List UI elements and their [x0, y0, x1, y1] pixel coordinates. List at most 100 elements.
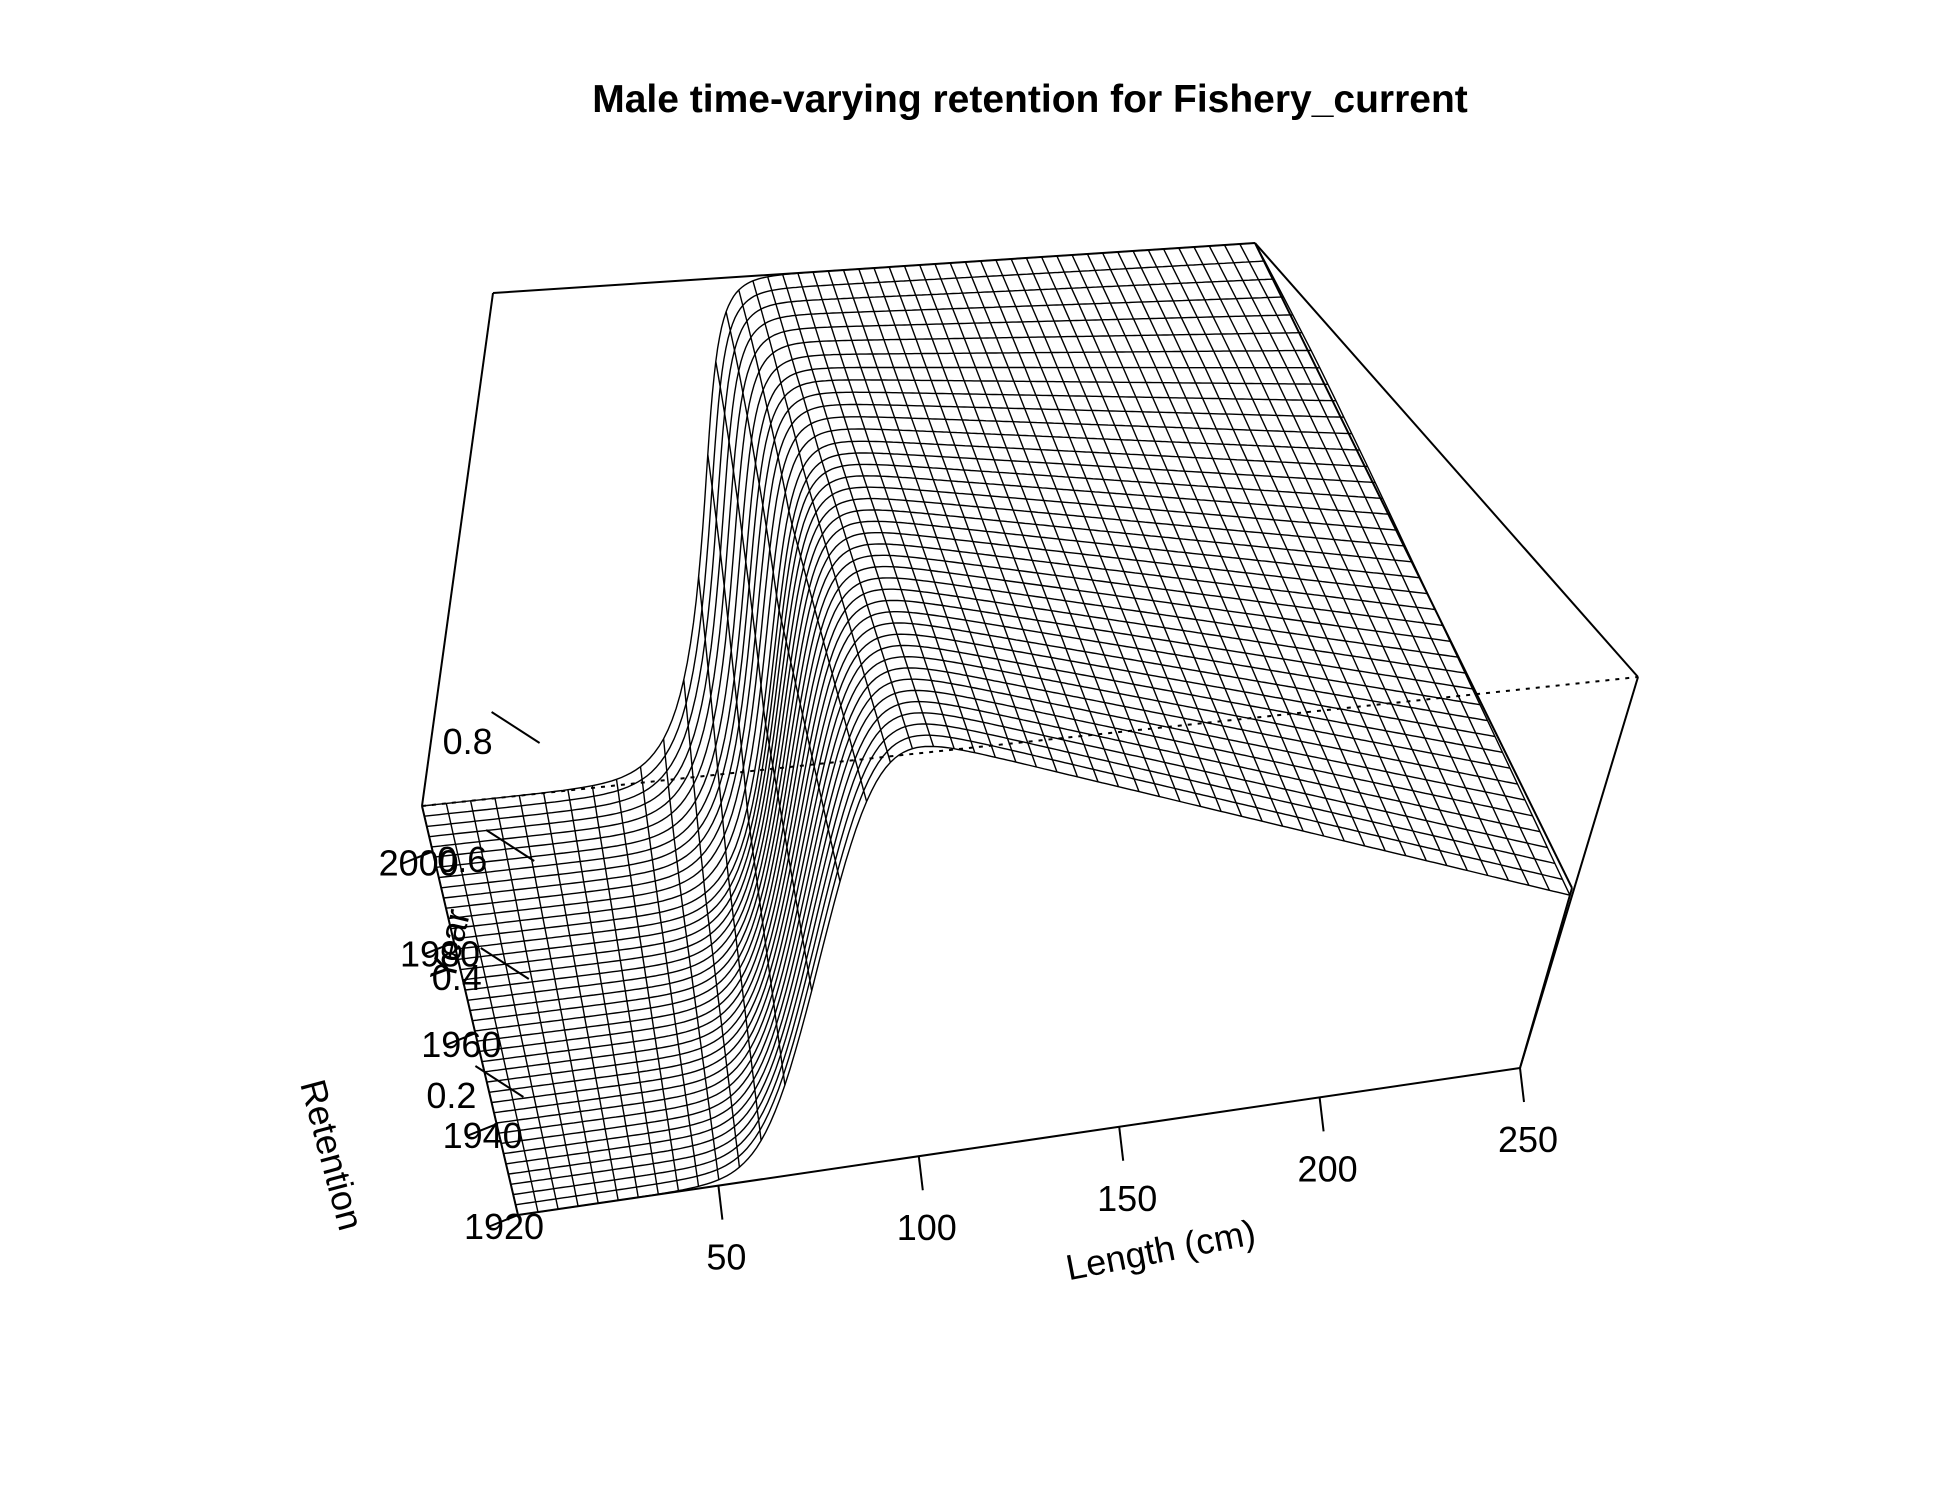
surface-length-line: [919, 264, 1120, 787]
box-edge: [421, 805, 519, 1216]
surface-length-line: [980, 260, 1202, 807]
surface-length-line: [1086, 253, 1345, 842]
y-tick: [444, 1032, 476, 1047]
surface-length-line: [1147, 249, 1427, 861]
surface-length-line: [995, 259, 1222, 812]
surface-length-line: [1010, 258, 1243, 817]
surface-length-line: [842, 269, 1017, 763]
surface-length-line: [1040, 256, 1284, 827]
box-edge: [1254, 242, 1639, 678]
surface-length-line: [1101, 252, 1366, 847]
surface-year-line: [479, 565, 1451, 1053]
surface-length-line: [1056, 255, 1304, 832]
x-tick: [1118, 1126, 1125, 1161]
y-tick-label: 2000: [379, 842, 459, 883]
surface-length-line: [518, 795, 599, 1204]
surface-length-line: [494, 798, 579, 1207]
box-edge: [517, 1067, 1521, 1216]
surface-length-line: [697, 576, 762, 1141]
surface-length-line: [1178, 247, 1468, 871]
surface-year-line: [465, 497, 1406, 991]
surface-mesh: [421, 242, 1571, 1216]
y-tick-label: 1960: [421, 1024, 501, 1065]
bounding-box-front: [421, 242, 1639, 1216]
surface-length-line: [445, 803, 539, 1213]
surface-length-line: [964, 261, 1181, 802]
surface-year-line: [515, 734, 1563, 1206]
surface-year-line: [443, 391, 1336, 899]
x-tick: [1318, 1097, 1325, 1132]
surface-length-line: [738, 289, 868, 802]
x-axis: 50 100 150 200 250: [706, 1067, 1558, 1278]
x-tick-label: 200: [1298, 1148, 1358, 1189]
surface-length-line: [1239, 243, 1551, 891]
z-tick: [491, 711, 541, 744]
surface-length-line: [567, 789, 639, 1198]
surface-length-line: [1162, 248, 1448, 866]
surface-length-line: [725, 311, 841, 882]
y-tick: [466, 1123, 498, 1138]
box-edge: [1254, 242, 1573, 889]
surface-year-line: [431, 314, 1293, 848]
surface-year-line: [433, 332, 1302, 858]
surface-length-line: [591, 785, 659, 1195]
surface-length-line: [812, 271, 976, 753]
surface-length-line: [1208, 245, 1510, 881]
surface-length-line: [683, 679, 741, 1168]
box-edge: [421, 292, 494, 807]
surface-length-line: [615, 779, 680, 1191]
surface-length-line: [858, 268, 1038, 768]
box-edge: [1519, 887, 1573, 1069]
x-tick-label: 50: [706, 1237, 746, 1278]
surface-length-line: [639, 766, 700, 1187]
surface-length-line: [752, 280, 892, 763]
surface-length-line: [1071, 254, 1325, 837]
surface-year-line: [474, 543, 1436, 1032]
z-tick: [480, 947, 530, 980]
surface-length-line: [767, 276, 914, 749]
surface-length-line: [1132, 250, 1407, 856]
chart-title: Male time-varying retention for Fishery_…: [592, 78, 1468, 121]
x-axis-label: Length (cm): [1062, 1211, 1258, 1288]
surface-year-line: [438, 366, 1320, 879]
surface-length-line: [827, 270, 996, 758]
surface-length-line: [934, 263, 1140, 792]
surface-length-line: [903, 265, 1099, 783]
z-tick-label: 0.8: [443, 721, 493, 762]
z-tick: [485, 829, 535, 862]
surface-length-line: [1025, 257, 1263, 822]
x-tick: [1519, 1067, 1525, 1103]
z-tick-label: 0.6: [437, 839, 487, 880]
surface-length-line: [797, 272, 955, 749]
y-tick-label: 1980: [400, 933, 480, 974]
z-tick-label: 0.4: [432, 957, 482, 998]
surface-length-line: [715, 361, 813, 991]
z-tick: [474, 1065, 524, 1098]
surface-length-line: [542, 792, 619, 1201]
y-axis: 1920 1940 1960 1980 2000: [379, 842, 544, 1247]
z-axis: 0.2 0.4 0.6 0.8: [426, 711, 541, 1116]
surface-length-line: [873, 267, 1058, 773]
box-edge-hidden: [421, 676, 1639, 807]
y-tick: [487, 1214, 519, 1228]
surface-year-line: [484, 588, 1466, 1073]
x-tick: [917, 1156, 924, 1191]
x-tick-label: 250: [1498, 1119, 1558, 1160]
surface-length-line: [782, 274, 935, 747]
z-axis-label: Retention: [292, 1075, 371, 1234]
surface-length-line: [1223, 244, 1530, 886]
x-tick-label: 150: [1097, 1178, 1157, 1219]
z-tick-label: 0.2: [426, 1075, 476, 1116]
surface-length-line: [949, 262, 1161, 797]
x-tick: [717, 1185, 724, 1220]
surface-year-line: [517, 745, 1571, 1216]
y-tick-label: 1920: [464, 1206, 544, 1247]
surface-year-line: [505, 689, 1533, 1165]
surface-year-line: [457, 463, 1383, 961]
surface-length-line: [707, 454, 786, 1086]
surface-length-line: [1193, 246, 1489, 876]
x-tick-label: 100: [897, 1207, 957, 1248]
y-tick: [423, 941, 455, 956]
y-tick: [402, 850, 434, 865]
